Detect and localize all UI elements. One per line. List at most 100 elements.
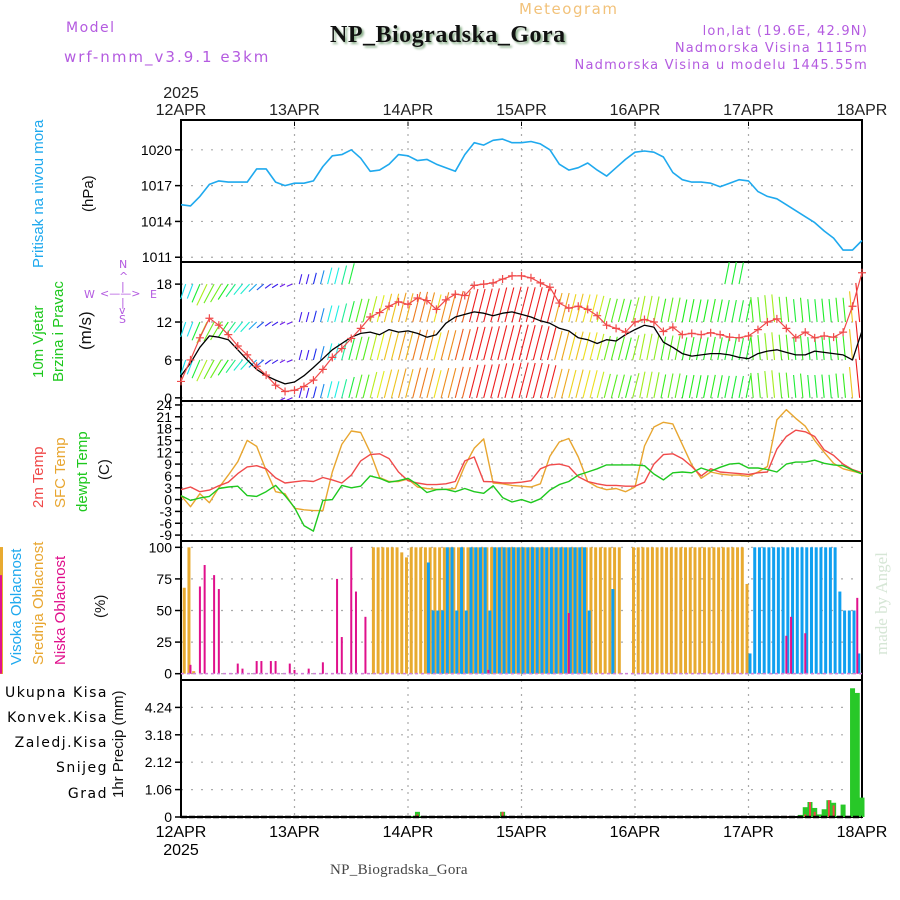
y-tick-label: 100 (149, 539, 173, 555)
cloud-low-bar (354, 591, 357, 674)
wind-barb (369, 296, 378, 323)
wind-barb (688, 374, 695, 398)
wind-barb (327, 305, 333, 323)
y-tick-label: 1.06 (145, 782, 172, 798)
cloud-mid-bar (632, 547, 635, 674)
wind-barb (807, 337, 811, 360)
wind-speed-marker (177, 377, 185, 386)
cloud-low-bar (241, 668, 244, 674)
wind-barb (745, 299, 752, 323)
wind-barb (554, 368, 563, 398)
cloud-high-bar (786, 547, 790, 674)
wind-barb (653, 372, 660, 398)
y-tick-label: 12 (156, 314, 172, 330)
wind-speed-marker (252, 362, 261, 371)
cloud-high-bar (795, 547, 799, 674)
wind-barb (319, 383, 325, 398)
wind-barb (835, 297, 839, 323)
cloud-mid-bar (613, 547, 617, 674)
cloud-mid-bar (579, 547, 583, 674)
wind-barb (240, 321, 250, 333)
wind-barb (511, 362, 522, 398)
wind-speed-marker (716, 330, 725, 339)
wind-barb (362, 374, 370, 398)
wind-barb (674, 373, 681, 398)
wind-speed-marker (479, 280, 488, 289)
wind-barb (483, 326, 493, 361)
wind-barb (828, 374, 832, 398)
wind-barb (617, 336, 625, 361)
cloud-low-bar (790, 616, 793, 674)
wind-barb (233, 359, 243, 371)
wind-barb (764, 333, 768, 360)
wind-barb (369, 333, 378, 361)
precip-legend-total: Ukupna Kisa (5, 685, 108, 701)
cloud-high-bar (545, 547, 549, 674)
wind-barb (440, 367, 450, 398)
wind-barb (532, 324, 543, 361)
cloud-low-bar (293, 669, 296, 674)
wind-barb (771, 332, 776, 360)
wind-speed-marker (782, 324, 791, 333)
wind-speed-marker (347, 334, 356, 343)
wind-barb (575, 293, 584, 323)
cloud-mid-bar (603, 547, 607, 674)
cloud-mid-bar (182, 587, 186, 674)
y-tick-label: 0 (164, 666, 172, 682)
cloud-high-bar (800, 547, 804, 674)
precip-total-bar (816, 814, 822, 817)
wind-barb (653, 296, 660, 323)
wind-barb (298, 387, 303, 398)
wind-speed-marker (649, 318, 658, 327)
cloud-mid-bar (556, 547, 560, 674)
wind-barb (312, 348, 317, 361)
cloud-mid-bar (617, 547, 621, 674)
wind-speed-marker (186, 355, 195, 364)
wind-barb (511, 286, 522, 323)
wind-barb (653, 334, 660, 361)
wind-speed-marker (706, 328, 715, 337)
precip-legend-convective-label: Konvek.Kisa (7, 710, 108, 726)
wind-barb (807, 299, 811, 323)
wind-speed-marker (470, 281, 479, 290)
cloud-mid-bar (546, 547, 550, 674)
cloud-high-bar (516, 547, 520, 674)
cloud-mid-bar (390, 547, 394, 674)
wind-barb (405, 368, 414, 398)
wind-speed-marker (214, 321, 223, 330)
cloud-mid-bar (575, 547, 579, 674)
wind-speed-marker (498, 275, 507, 284)
wind-barb (490, 326, 500, 361)
wind-speed-marker (517, 271, 526, 280)
wind-barb (264, 359, 272, 365)
precip-legend-snow: Snijeg (56, 760, 108, 776)
wind-speed-marker (593, 311, 602, 320)
wind-barb (348, 301, 355, 323)
model-elevation-label: Nadmorska Visina u modelu 1445.55m (574, 58, 868, 73)
wind-speed-marker (508, 271, 517, 280)
wind-barb (625, 337, 632, 361)
wind-barb (186, 283, 194, 299)
cloud-high-bar (587, 610, 591, 674)
wind-barb (582, 332, 591, 361)
wind-speed-marker (602, 321, 611, 330)
bottom-date-label: 18APR (837, 824, 888, 841)
wind-barb (180, 321, 187, 338)
cloud-mid-bar (532, 547, 536, 674)
y-tick-label: 24 (156, 397, 172, 413)
cloud-mid-bar (428, 547, 432, 674)
cloud-mid-bar (745, 583, 749, 674)
bottom-date-label: 16APR (610, 824, 661, 841)
wind-barb (405, 331, 414, 361)
wind-barb (757, 334, 761, 360)
wind-barb (180, 359, 187, 376)
wind-barb (271, 283, 279, 289)
y-tick-label: 4.24 (145, 699, 172, 715)
wind-barb (842, 297, 846, 323)
wind-barb (603, 297, 611, 323)
wind-barb (390, 293, 400, 323)
wind-barb (710, 374, 716, 398)
cloud-mid-bar (381, 547, 385, 674)
y-tick-label: -6 (160, 515, 173, 531)
wind-barb (807, 374, 811, 398)
